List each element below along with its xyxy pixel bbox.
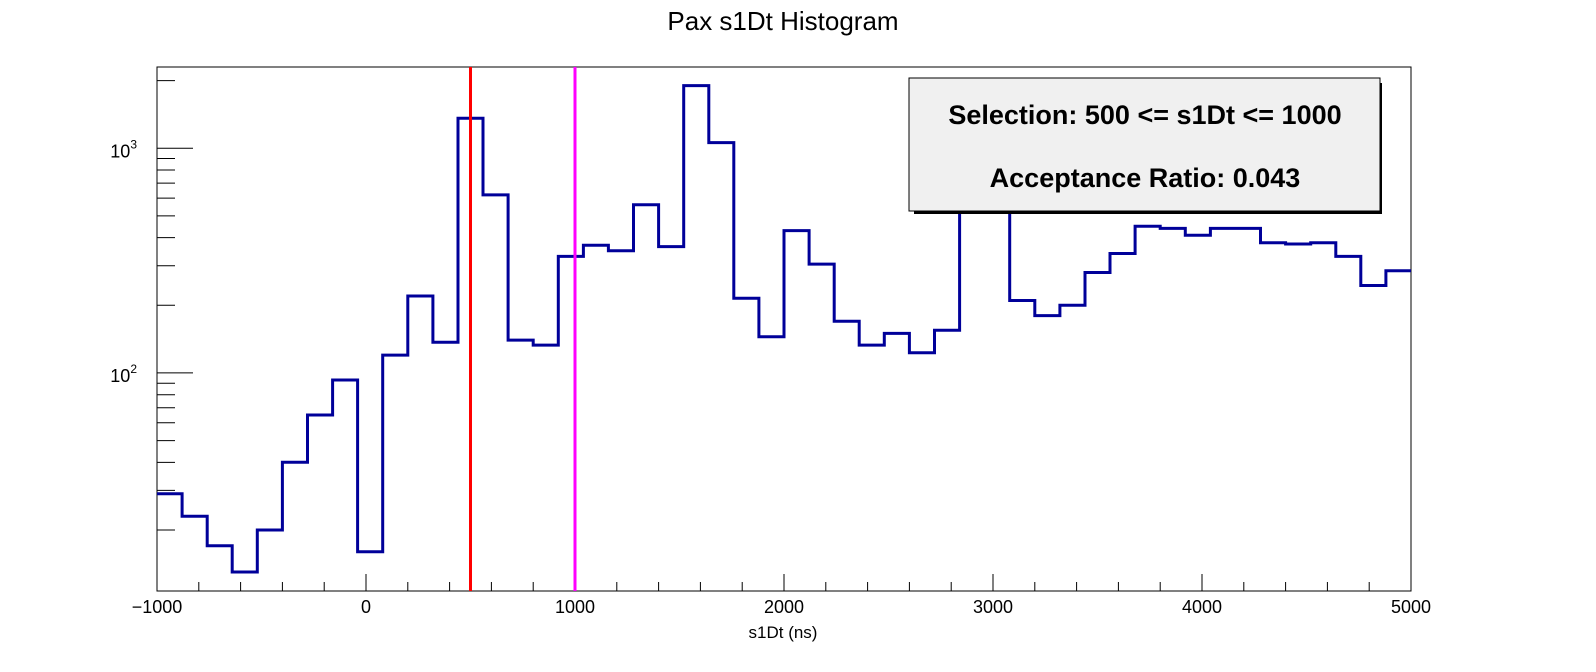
x-axis: −1000 0 1000 2000 3000 4000 5000 xyxy=(132,574,1431,617)
x-tick-label: 2000 xyxy=(764,597,804,617)
x-tick-label: 0 xyxy=(361,597,371,617)
legend-selection-text: Selection: 500 <= s1Dt <= 1000 xyxy=(948,100,1341,130)
x-tick-label: 1000 xyxy=(555,597,595,617)
x-tick-label: 3000 xyxy=(973,597,1013,617)
y-tick-label: 103 xyxy=(110,137,137,161)
x-axis-label: s1Dt (ns) xyxy=(749,623,818,642)
legend-background xyxy=(908,77,1381,212)
x-tick-label: 5000 xyxy=(1391,597,1431,617)
chart-title: Pax s1Dt Histogram xyxy=(667,6,898,36)
x-tick-label: 4000 xyxy=(1182,597,1222,617)
legend-acceptance-text: Acceptance Ratio: 0.043 xyxy=(990,163,1301,193)
x-tick-label: −1000 xyxy=(132,597,183,617)
y-axis: 102 103 xyxy=(110,80,193,531)
legend-box: Selection: 500 <= s1Dt <= 1000 Acceptanc… xyxy=(908,77,1382,214)
histogram-series xyxy=(157,79,1411,574)
y-tick-label: 102 xyxy=(110,362,137,386)
